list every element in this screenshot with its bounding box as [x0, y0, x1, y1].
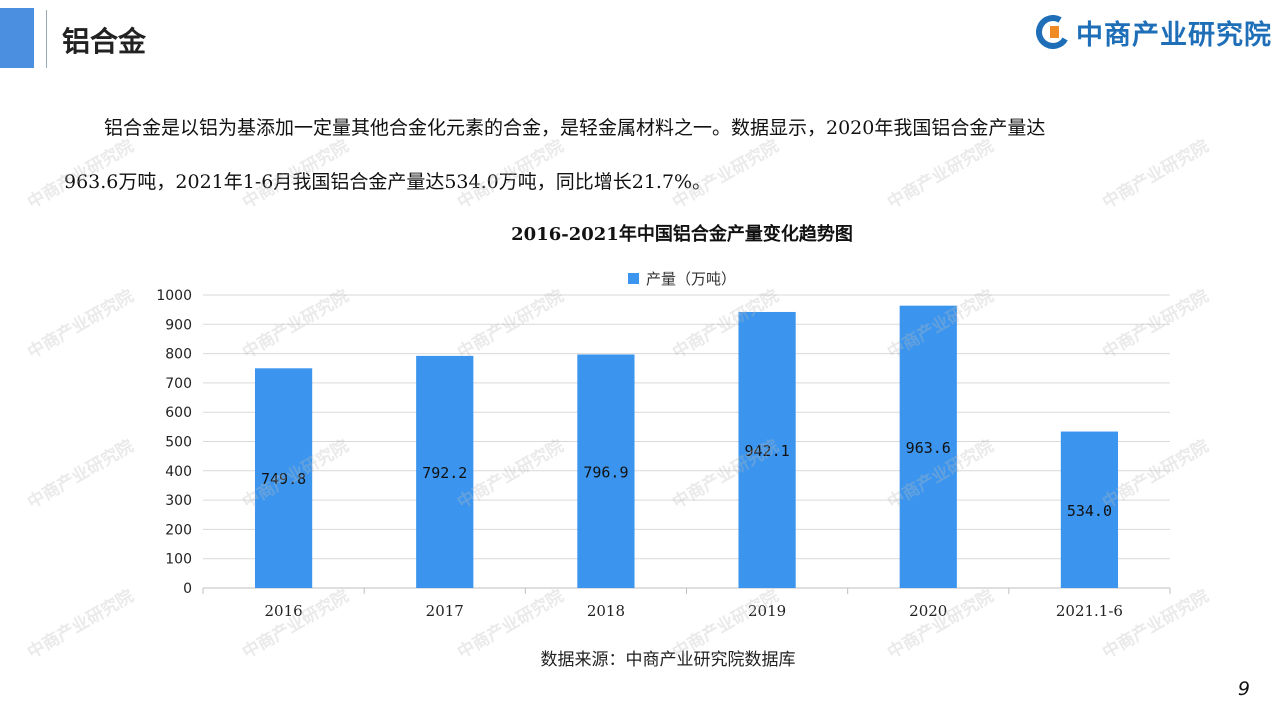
brand-logo-text: 中商产业研究院 [1076, 19, 1272, 51]
y-tick-label: 500 [165, 435, 192, 451]
x-tick-label: 2021.1-6 [1056, 602, 1123, 620]
y-tick-label: 700 [165, 376, 192, 392]
y-tick-label: 300 [165, 493, 192, 509]
bar [899, 305, 957, 588]
bar [254, 368, 313, 588]
brand-logo: 中商产业研究院 [1036, 14, 1272, 51]
x-tick-label: 2016 [264, 602, 302, 620]
chart-legend: 产量（万吨） [628, 268, 736, 289]
x-tick-label: 2020 [909, 602, 947, 620]
bar-data-label: 963.6 [906, 439, 951, 457]
x-tick-label: 2017 [426, 602, 464, 620]
slide-title: 铝合金 [62, 25, 147, 58]
brand-logo-icon [1036, 15, 1070, 49]
y-tick-label: 400 [165, 464, 192, 480]
bar [738, 311, 796, 588]
bar-data-label: 534.0 [1067, 502, 1112, 520]
x-tick-label: 2018 [587, 602, 625, 620]
x-tick-label: 2019 [748, 602, 786, 620]
data-source: 数据来源：中商产业研究院数据库 [540, 650, 796, 670]
page-number: 9 [1237, 678, 1250, 700]
intro-paragraph-line-2: 963.6万吨，2021年1-6月我国铝合金产量达534.0万吨，同比增长21.… [64, 171, 712, 193]
intro-paragraph-line-1: 铝合金是以铝为基添加一定量其他合金化元素的合金，是轻金属材料之一。数据显示，20… [104, 117, 1046, 139]
y-tick-label: 800 [165, 347, 192, 363]
legend-label: 产量（万吨） [646, 270, 737, 288]
bar-data-label: 796.9 [583, 463, 628, 481]
y-tick-label: 0 [183, 581, 192, 597]
y-tick-label: 900 [165, 317, 192, 333]
bar [416, 355, 474, 588]
bar-data-label: 792.2 [422, 464, 467, 482]
intro-paragraph: 铝合金是以铝为基添加一定量其他合金化元素的合金，是轻金属材料之一。数据显示，20… [64, 101, 1224, 209]
chart-title: 2016-2021年中国铝合金产量变化趋势图 [511, 224, 853, 245]
y-tick-label: 200 [165, 522, 192, 538]
y-tick-label: 100 [165, 552, 192, 568]
title-accent-bar [0, 8, 34, 68]
bar [1060, 431, 1119, 588]
y-tick-label: 600 [165, 405, 192, 421]
bar [577, 354, 635, 588]
y-tick-label: 1000 [156, 288, 192, 304]
bar-data-label: 942.1 [745, 442, 790, 460]
legend-swatch [628, 273, 639, 284]
bar-data-label: 749.8 [261, 470, 306, 488]
title-divider [46, 10, 47, 68]
